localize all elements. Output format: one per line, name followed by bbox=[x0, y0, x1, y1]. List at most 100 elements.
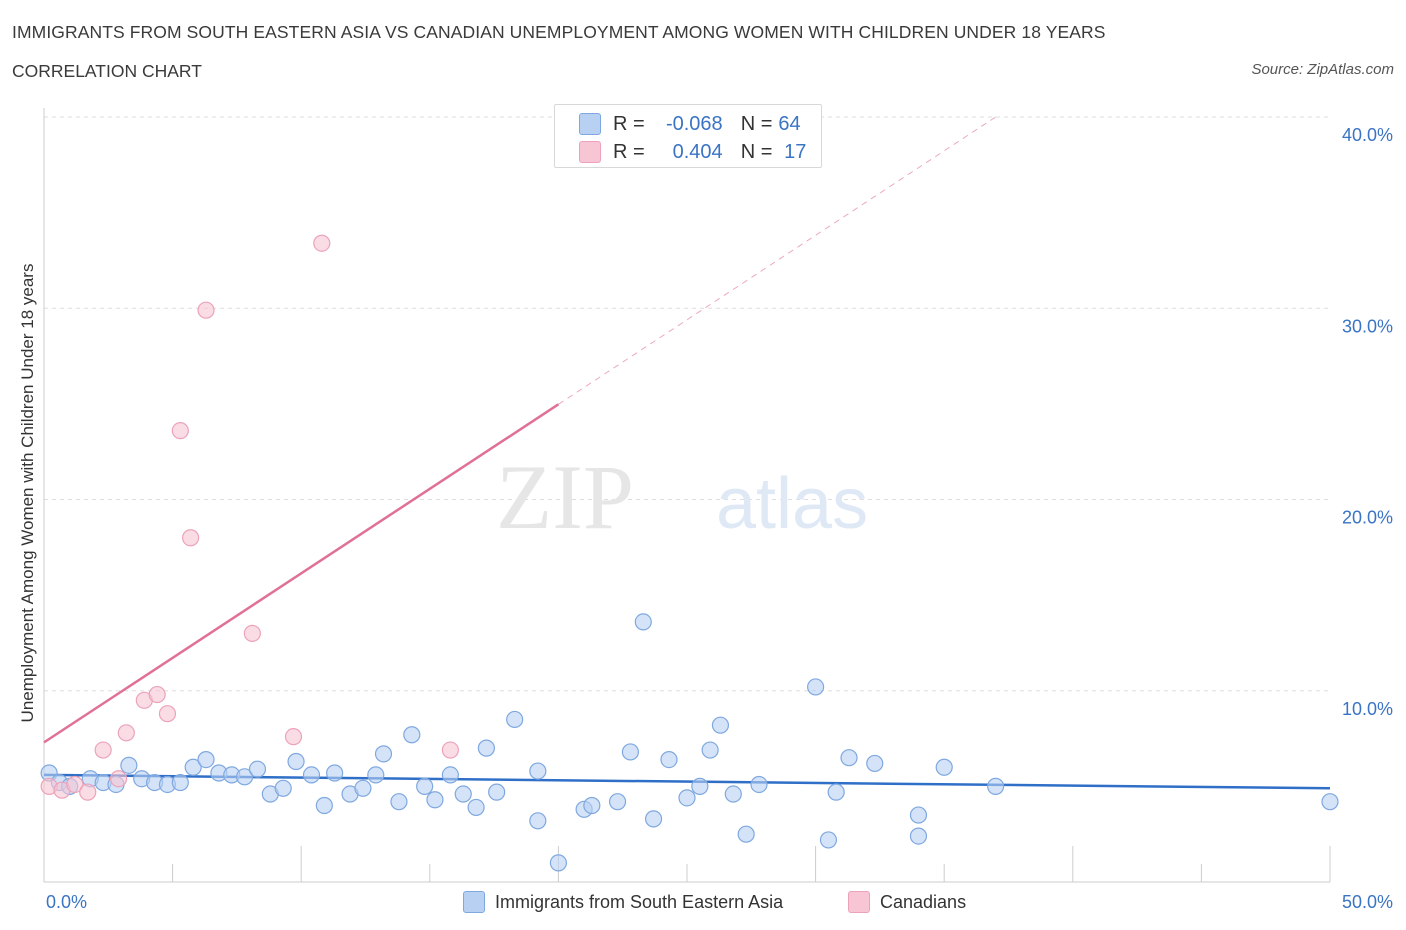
point-immigrants-45 bbox=[644, 810, 663, 828]
stats-legend-row-blue: R = -0.068 N = 64 bbox=[579, 112, 801, 136]
point-canadians-11 bbox=[182, 529, 200, 547]
point-immigrants-27 bbox=[390, 793, 408, 811]
point-canadians-8 bbox=[148, 685, 166, 704]
point-immigrants-21 bbox=[315, 796, 333, 815]
point-immigrants-20 bbox=[302, 766, 321, 784]
legend-label: Immigrants from South Eastern Asia bbox=[495, 891, 784, 912]
point-canadians-6 bbox=[117, 724, 135, 742]
legend-label: Canadians bbox=[880, 891, 967, 912]
legend-item-immigrants: Immigrants from South Eastern Asia bbox=[463, 890, 783, 914]
point-immigrants-41 bbox=[583, 796, 601, 815]
point-immigrants-36 bbox=[506, 710, 524, 729]
point-immigrants-47 bbox=[678, 789, 696, 807]
y-tick-label-20: 20.0% bbox=[1342, 508, 1393, 528]
point-immigrants-39 bbox=[549, 854, 568, 872]
point-immigrants-52 bbox=[737, 825, 755, 843]
trend-lines bbox=[43, 116, 1331, 790]
x-tick-label-max: 50.0% bbox=[1342, 892, 1393, 912]
point-immigrants-24 bbox=[354, 779, 372, 797]
point-immigrants-44 bbox=[634, 613, 652, 631]
point-immigrants-19 bbox=[287, 752, 305, 771]
point-immigrants-61 bbox=[935, 758, 953, 776]
source-credit: Source: ZipAtlas.com bbox=[1251, 61, 1394, 78]
axes bbox=[43, 108, 1331, 883]
point-canadians-9 bbox=[158, 705, 177, 723]
point-immigrants-29 bbox=[416, 777, 434, 795]
point-canadians-5 bbox=[109, 770, 128, 788]
pink-swatch bbox=[579, 141, 601, 163]
point-immigrants-59 bbox=[909, 806, 928, 824]
blue-swatch bbox=[579, 113, 601, 135]
point-immigrants-49 bbox=[701, 741, 719, 759]
point-immigrants-48 bbox=[691, 777, 709, 795]
point-immigrants-42 bbox=[608, 793, 627, 811]
watermark: ZIP atlas bbox=[496, 446, 868, 548]
point-immigrants-38 bbox=[529, 812, 547, 830]
r-label: R = bbox=[613, 112, 645, 135]
point-canadians-14 bbox=[284, 728, 303, 746]
point-immigrants-62 bbox=[987, 777, 1005, 795]
point-immigrants-63 bbox=[1321, 793, 1339, 811]
point-immigrants-50 bbox=[711, 716, 730, 734]
n-label: N = bbox=[740, 140, 773, 163]
y-tick-label-40: 40.0% bbox=[1342, 125, 1393, 145]
point-immigrants-16 bbox=[248, 760, 267, 778]
stats-legend: R = -0.068 N = 64 R = 0.404 N = 17 bbox=[554, 104, 822, 168]
watermark-zip: ZIP bbox=[496, 446, 634, 548]
point-immigrants-28 bbox=[403, 726, 421, 744]
point-canadians-2 bbox=[66, 775, 84, 794]
r-value: -0.068 bbox=[665, 112, 723, 135]
pink-swatch bbox=[848, 891, 870, 913]
point-immigrants-37 bbox=[529, 762, 547, 780]
point-canadians-16 bbox=[441, 741, 459, 759]
x-tick-label-min: 0.0% bbox=[46, 892, 87, 912]
grid-lines bbox=[44, 116, 1330, 692]
point-immigrants-12 bbox=[197, 750, 215, 769]
point-canadians-10 bbox=[171, 422, 189, 440]
point-immigrants-60 bbox=[909, 827, 928, 845]
n-label: N = bbox=[740, 112, 773, 135]
point-immigrants-18 bbox=[274, 779, 292, 797]
point-immigrants-22 bbox=[326, 764, 344, 782]
data-points bbox=[40, 234, 1339, 872]
point-immigrants-30 bbox=[426, 791, 444, 809]
stats-legend-row-pink: R = 0.404 N = 17 bbox=[579, 140, 806, 164]
point-immigrants-35 bbox=[488, 783, 506, 801]
chart-title: IMMIGRANTS FROM SOUTH EASTERN ASIA VS CA… bbox=[12, 22, 1106, 42]
trend-line-1 bbox=[43, 403, 560, 744]
point-immigrants-11 bbox=[184, 758, 202, 776]
watermark-atlas: atlas bbox=[716, 464, 868, 544]
legend-item-canadians: Canadians bbox=[848, 890, 966, 914]
point-immigrants-34 bbox=[477, 739, 495, 757]
blue-swatch bbox=[463, 891, 485, 913]
point-immigrants-26 bbox=[374, 745, 393, 763]
point-canadians-13 bbox=[243, 624, 261, 642]
point-immigrants-54 bbox=[806, 678, 825, 696]
point-canadians-3 bbox=[79, 783, 97, 801]
point-immigrants-58 bbox=[866, 754, 884, 773]
point-immigrants-55 bbox=[819, 831, 838, 849]
point-canadians-15 bbox=[313, 234, 331, 252]
tick-labels: 10.0% 20.0% 30.0% 40.0% 0.0% 50.0% bbox=[46, 125, 1393, 912]
point-immigrants-32 bbox=[454, 785, 472, 803]
chart-subtitle: CORRELATION CHART bbox=[12, 61, 202, 81]
point-immigrants-33 bbox=[467, 798, 485, 817]
point-immigrants-43 bbox=[621, 743, 640, 761]
r-value: 0.404 bbox=[672, 140, 723, 163]
point-immigrants-56 bbox=[827, 783, 845, 801]
n-value: 64 bbox=[778, 112, 801, 135]
point-immigrants-15 bbox=[236, 768, 254, 786]
point-immigrants-51 bbox=[724, 785, 742, 803]
y-tick-label-30: 30.0% bbox=[1342, 316, 1393, 336]
n-value: 17 bbox=[784, 140, 807, 163]
point-canadians-4 bbox=[94, 741, 112, 759]
point-immigrants-53 bbox=[750, 775, 768, 794]
point-immigrants-10 bbox=[171, 773, 189, 792]
y-axis-label: Unemployment Among Women with Children U… bbox=[18, 264, 37, 723]
r-label: R = bbox=[613, 140, 645, 163]
point-immigrants-31 bbox=[441, 766, 459, 784]
y-tick-label-10: 10.0% bbox=[1342, 699, 1393, 719]
point-immigrants-57 bbox=[840, 749, 858, 767]
point-immigrants-46 bbox=[660, 750, 678, 769]
